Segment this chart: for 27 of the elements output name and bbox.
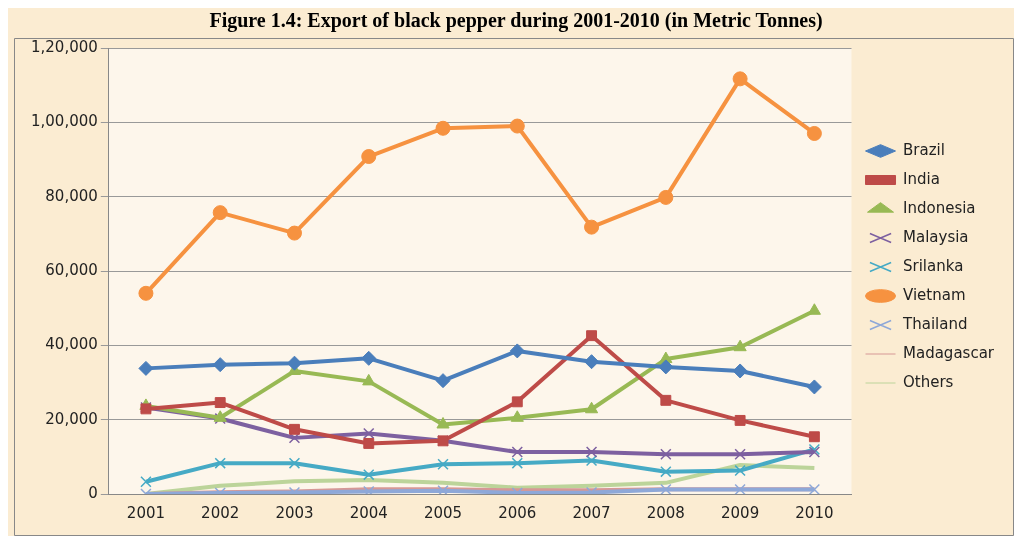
x-tick-label: 2005 <box>423 503 463 522</box>
x-tick-label: 2010 <box>795 503 834 522</box>
y-tick-label: 20,000 <box>45 409 98 428</box>
x-tick-label: 2009 <box>721 503 760 522</box>
x-tick-label: 2007 <box>572 503 611 522</box>
y-tick-label: 1,00,000 <box>31 112 98 131</box>
y-tick-label: 80,000 <box>45 186 98 205</box>
chart-title: Figure 1.4: Export of black pepper during 2001-2010 (in Metric Tonnes) <box>209 9 823 33</box>
x-tick-label: 2002 <box>201 503 240 522</box>
legend-label: Malaysia <box>903 227 969 246</box>
x-tick-label: 2004 <box>349 503 388 522</box>
legend-label: Madagascar <box>903 343 995 362</box>
y-tick-label: 40,000 <box>45 335 98 354</box>
x-tick-label: 2006 <box>498 503 537 522</box>
legend-label: Vietnam <box>903 285 966 304</box>
legend-label: Thailand <box>902 314 968 333</box>
legend-label: Brazil <box>903 140 945 159</box>
y-tick-label: 1,20,000 <box>31 37 98 56</box>
y-tick-label: 60,000 <box>45 260 98 279</box>
x-tick-label: 2008 <box>646 503 685 522</box>
y-tick-label: 0 <box>88 483 98 502</box>
x-tick-label: 2001 <box>126 503 166 522</box>
legend-label: Others <box>903 372 954 391</box>
legend-label: Srilanka <box>903 256 964 275</box>
legend-label: India <box>903 169 940 188</box>
legend-label: Indonesia <box>903 198 976 217</box>
x-tick-label: 2003 <box>275 503 314 522</box>
